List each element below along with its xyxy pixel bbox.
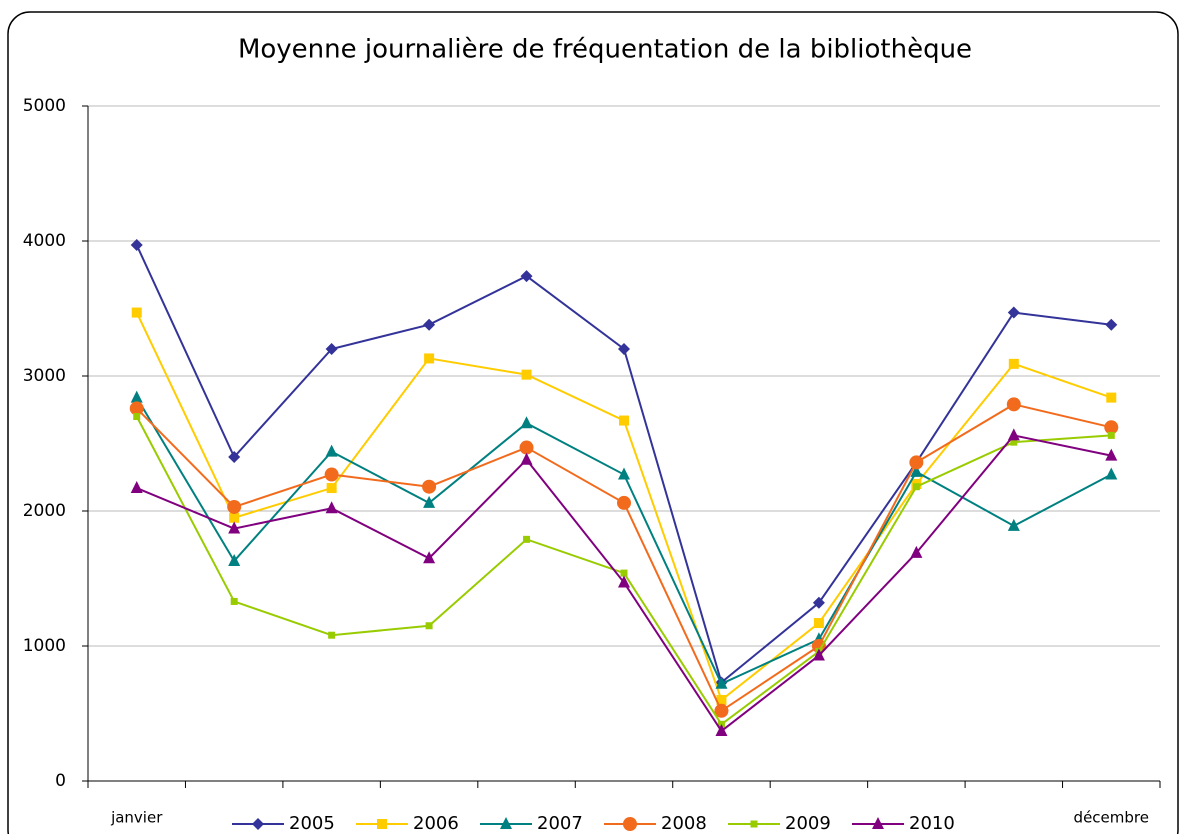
marker [325,444,338,457]
marker [618,343,630,355]
legend-label: 2006 [413,813,459,834]
marker [425,622,433,630]
marker [424,353,435,364]
marker [716,695,727,705]
marker [520,416,533,429]
marker [1106,392,1117,403]
x-tick-label: décembre [1074,809,1149,827]
marker [130,481,143,494]
marker [520,452,533,465]
legend-label: 2007 [537,813,583,834]
marker [228,553,241,566]
y-tick-label: 5000 [23,96,66,116]
marker [1010,438,1018,446]
marker [618,467,630,480]
marker [227,499,242,514]
marker [377,819,387,829]
marker [620,569,628,577]
legend-label: 2010 [909,813,955,834]
marker [910,464,923,477]
marker [1006,397,1021,412]
marker [423,318,436,331]
marker [423,551,436,564]
y-tick-label: 3000 [23,366,66,386]
marker [423,495,436,508]
marker [523,535,531,543]
marker [130,390,143,403]
marker [228,521,241,534]
x-tick-label: janvier [110,809,163,827]
marker [520,270,533,283]
marker [1105,467,1118,480]
marker [130,239,143,252]
marker [252,818,264,830]
marker [1007,306,1020,319]
marker [715,676,728,689]
marker [617,495,631,510]
chart-frame [7,11,1179,834]
marker [715,724,728,737]
marker [1107,431,1115,439]
marker [1104,420,1119,435]
marker [328,631,336,639]
marker [619,415,629,426]
marker [812,648,825,661]
y-tick-label: 0 [55,771,66,791]
legend-label: 2008 [661,813,707,834]
marker [519,440,534,455]
marker [230,597,238,605]
marker [521,369,532,380]
marker [910,545,923,558]
marker [618,575,630,588]
chart-title: Moyenne journalière de fréquentation de … [238,35,972,65]
marker [129,401,144,416]
legend-label: 2005 [289,813,335,834]
marker [422,479,437,494]
marker [1105,318,1118,331]
marker [1105,448,1118,461]
marker [1007,428,1020,441]
marker [812,596,825,609]
marker [872,817,884,829]
y-tick-label: 1000 [23,636,66,656]
marker [133,413,141,420]
marker [325,343,338,355]
marker [912,483,920,491]
marker [750,820,758,828]
marker [324,467,339,482]
legend-label: 2009 [785,813,831,834]
marker [229,512,240,523]
marker [1008,358,1019,369]
marker [623,817,637,831]
marker [326,483,337,494]
marker [131,307,142,318]
marker [1007,518,1020,531]
y-tick-label: 4000 [23,231,66,251]
marker [228,451,241,463]
marker [325,501,338,514]
marker [500,817,512,829]
marker [909,455,924,470]
y-tick-label: 2000 [23,501,66,521]
marker [714,703,729,718]
marker [813,618,824,629]
